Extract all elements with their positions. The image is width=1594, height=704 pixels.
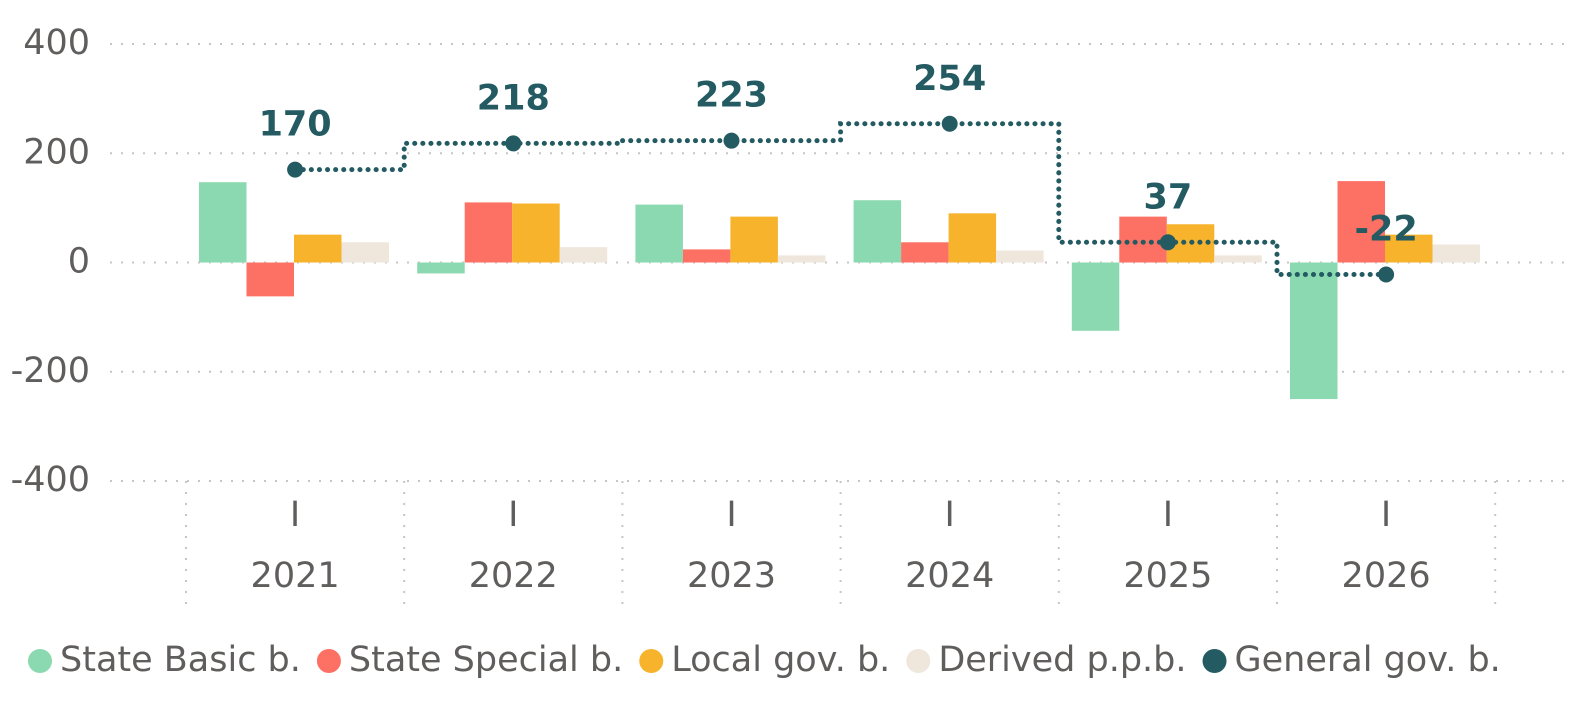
y-tick-label: 200 xyxy=(23,132,90,172)
data-label: 254 xyxy=(913,59,986,99)
bar xyxy=(1214,255,1262,263)
y-tick-label: -400 xyxy=(11,460,90,500)
x-sub-label: I xyxy=(1163,495,1173,535)
bar xyxy=(1432,244,1480,263)
bar xyxy=(682,249,731,263)
bar xyxy=(635,204,683,263)
legend-marker xyxy=(28,649,52,673)
data-label: 37 xyxy=(1144,177,1193,217)
data-label: 218 xyxy=(477,78,550,118)
data-label: 223 xyxy=(695,76,768,116)
bar xyxy=(996,250,1044,263)
bar xyxy=(1119,216,1167,263)
bar xyxy=(1290,262,1338,400)
legend-label: Derived p.p.b. xyxy=(938,640,1186,680)
line xyxy=(292,121,1389,278)
x-sub-label: I xyxy=(290,495,300,535)
bar xyxy=(853,200,902,263)
bar xyxy=(777,255,826,263)
line-point xyxy=(505,135,522,152)
bar xyxy=(1385,234,1433,263)
legend-label: Local gov. b. xyxy=(671,640,890,680)
bar xyxy=(294,234,342,263)
x-tick-label: 2025 xyxy=(1123,556,1212,596)
legend-marker xyxy=(906,649,931,673)
bar xyxy=(199,182,247,263)
legend-marker xyxy=(1202,649,1227,673)
bar xyxy=(341,242,389,263)
legend-marker xyxy=(639,649,664,673)
line-point xyxy=(941,115,958,132)
bar xyxy=(559,247,608,263)
x-sub-label: I xyxy=(508,495,518,535)
bar xyxy=(464,202,513,263)
x-tick-label: 2023 xyxy=(687,556,776,596)
y-tick-label: 400 xyxy=(23,23,90,63)
bar xyxy=(246,262,294,297)
legend-label: State Basic b. xyxy=(60,640,301,680)
x-tick-label: 2021 xyxy=(251,556,340,596)
y-tick-label: -200 xyxy=(11,351,90,391)
legend-marker xyxy=(316,649,341,673)
bar xyxy=(730,216,778,263)
bar xyxy=(901,242,949,263)
data-label: -22 xyxy=(1354,210,1417,250)
bar xyxy=(512,203,560,263)
x-sub-label: I xyxy=(726,495,736,535)
bar xyxy=(1337,181,1385,263)
legend-label: State Special b. xyxy=(349,640,623,680)
x-tick-label: 2026 xyxy=(1342,556,1431,596)
line-point xyxy=(287,161,304,178)
legend-label: General gov. b. xyxy=(1235,640,1501,680)
x-sub-label: I xyxy=(1381,495,1391,535)
bar xyxy=(1071,262,1120,331)
x-tick-label: 2022 xyxy=(469,556,558,596)
bar xyxy=(417,262,465,274)
data-label: 170 xyxy=(259,105,332,145)
line-point xyxy=(1378,266,1395,283)
line-point xyxy=(1159,234,1176,251)
line-point xyxy=(723,132,740,149)
y-tick-label: 0 xyxy=(68,242,90,282)
x-tick-label: 2024 xyxy=(905,556,994,596)
bar xyxy=(948,213,997,263)
x-sub-label: I xyxy=(945,495,955,535)
